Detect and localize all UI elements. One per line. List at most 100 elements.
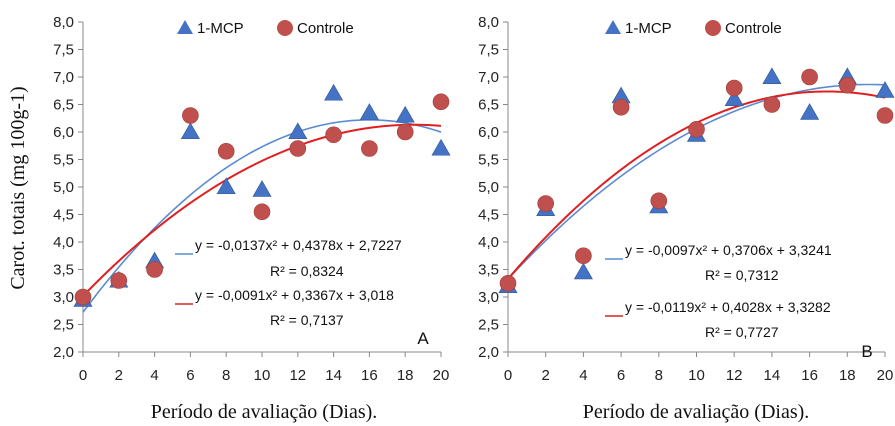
chart-panel-b: 2,0 2,5 3,0 3,5 4,0 4,5 5,0 5,5 6,0 6,5 7,0 7,5 8,0 0… xyxy=(478,14,895,423)
y-tick-label: 6,0 xyxy=(53,124,74,141)
data-point-controle xyxy=(650,192,668,210)
x-tick-label: 6 xyxy=(186,367,194,384)
data-point-1-mcp xyxy=(431,138,451,156)
x-tick-label: 12 xyxy=(289,367,306,384)
legend-marker-1-mcp xyxy=(177,20,193,34)
data-point-controle xyxy=(396,123,414,141)
data-point-controle xyxy=(499,274,517,292)
data-point-controle xyxy=(432,93,450,111)
y-tick-label: 4,0 xyxy=(478,234,499,251)
data-point-1-mcp xyxy=(288,122,308,140)
trendline-equation: y = -0,0119x² + 0,4028x + 3,3282 xyxy=(625,299,831,315)
data-point-controle xyxy=(182,107,199,124)
y-tick-label: 7,5 xyxy=(478,42,499,59)
y-axis-title: Carot. totais (mg 100g-1) xyxy=(7,86,29,289)
data-point-1-mcp xyxy=(395,105,415,123)
r-squared-label: R² = 0,7312 xyxy=(705,267,779,283)
data-point-controle xyxy=(537,195,555,212)
trendline-equation: y = -0,0097x² + 0,3706x + 3,3241 xyxy=(625,242,832,258)
trendline-equation: y = -0,0091x² + 0,3367x + 3,018 xyxy=(195,287,394,303)
legend-label-controle: Controle xyxy=(725,20,782,37)
y-tick-label: 6,5 xyxy=(53,97,74,114)
data-point-1-mcp xyxy=(180,122,200,140)
panel-letter: A xyxy=(417,329,429,348)
y-tick-label: 5,0 xyxy=(53,179,74,196)
x-tick-label: 16 xyxy=(361,367,378,384)
data-point-1-mcp xyxy=(252,180,272,197)
y-tick-label: 2,0 xyxy=(478,344,499,361)
x-tick-label: 14 xyxy=(764,367,781,384)
legend-marker-1-mcp xyxy=(605,20,621,34)
data-point-controle xyxy=(361,140,378,157)
r-squared-label: R² = 0,7137 xyxy=(270,312,344,328)
legend-marker-controle xyxy=(705,20,721,36)
x-tick-label: 4 xyxy=(150,367,158,384)
x-axis-title: Período de avaliação (Dias). xyxy=(583,401,810,423)
y-tick-label: 4,5 xyxy=(53,207,74,224)
x-tick-label: 0 xyxy=(504,367,512,384)
x-tick-label: 12 xyxy=(726,367,743,384)
y-tick-label: 7,0 xyxy=(478,69,499,86)
chart-panel-a: 2,0 2,5 3,0 3,5 4,0 4,5 5,0 5,5 6,0 6,5 7,0 7,5 8,0 0… xyxy=(7,14,451,423)
data-point-controle xyxy=(110,272,128,289)
trendline-controle xyxy=(82,123,442,297)
y-tick-label: 8,0 xyxy=(53,14,74,31)
x-tick-label: 6 xyxy=(617,367,625,384)
x-tick-label: 8 xyxy=(655,367,663,384)
x-tick-label: 10 xyxy=(688,367,705,384)
data-point-controle xyxy=(612,98,630,116)
x-axis-title: Período de avaliação (Dias). xyxy=(151,401,378,423)
legend-label-controle: Controle xyxy=(297,20,354,37)
x-tick-label: 20 xyxy=(877,367,894,384)
r-squared-label: R² = 0,8324 xyxy=(270,263,344,279)
data-point-controle xyxy=(325,126,342,144)
trendline-equation: y = -0,0137x² + 0,4378x + 2,7227 xyxy=(195,237,402,253)
y-tick-label: 2,0 xyxy=(53,344,74,361)
legend-label-1-mcp: 1-MCP xyxy=(197,20,244,37)
x-tick-label: 20 xyxy=(433,367,450,384)
y-tick-label: 5,5 xyxy=(478,152,499,169)
data-point-controle xyxy=(876,107,894,124)
x-tick-label: 0 xyxy=(79,367,87,384)
legend-label-1-mcp: 1-MCP xyxy=(625,20,672,37)
data-point-controle xyxy=(289,140,307,157)
r-squared-label: R² = 0,7727 xyxy=(705,324,779,340)
data-point-controle xyxy=(838,76,856,94)
data-point-1-mcp xyxy=(762,67,782,85)
data-point-controle xyxy=(725,79,743,97)
data-point-controle xyxy=(146,261,163,278)
x-tick-label: 14 xyxy=(325,367,342,384)
x-tick-label: 18 xyxy=(839,367,856,384)
x-tick-label: 2 xyxy=(542,367,550,384)
x-tick-label: 8 xyxy=(222,367,230,384)
y-tick-label: 2,5 xyxy=(478,317,499,334)
y-tick-label: 3,0 xyxy=(478,289,499,306)
y-tick-label: 7,0 xyxy=(53,69,74,86)
y-tick-label: 3,5 xyxy=(478,262,499,279)
y-tick-label: 2,5 xyxy=(53,317,74,334)
y-tick-label: 4,0 xyxy=(53,234,74,251)
y-tick-label: 6,5 xyxy=(478,97,499,114)
legend-marker-controle xyxy=(277,20,293,36)
data-point-1-mcp xyxy=(573,262,593,280)
y-tick-label: 4,5 xyxy=(478,207,499,224)
x-tick-label: 4 xyxy=(579,367,587,384)
data-point-controle xyxy=(575,247,592,265)
data-point-1-mcp xyxy=(216,177,236,195)
data-point-controle xyxy=(763,96,781,113)
x-tick-label: 18 xyxy=(397,367,414,384)
x-tick-label: 2 xyxy=(115,367,123,384)
x-tick-label: 16 xyxy=(801,367,818,384)
data-point-controle xyxy=(801,68,818,86)
data-point-1-mcp xyxy=(359,103,379,120)
y-tick-label: 6,0 xyxy=(478,124,499,141)
data-point-controle xyxy=(688,120,705,138)
y-tick-label: 3,5 xyxy=(53,262,74,279)
panel-letter: B xyxy=(861,342,872,361)
y-tick-label: 5,5 xyxy=(53,152,74,169)
data-point-1-mcp xyxy=(724,89,744,107)
y-tick-label: 8,0 xyxy=(478,14,499,31)
data-point-controle xyxy=(74,288,92,306)
y-tick-label: 7,5 xyxy=(53,42,74,59)
